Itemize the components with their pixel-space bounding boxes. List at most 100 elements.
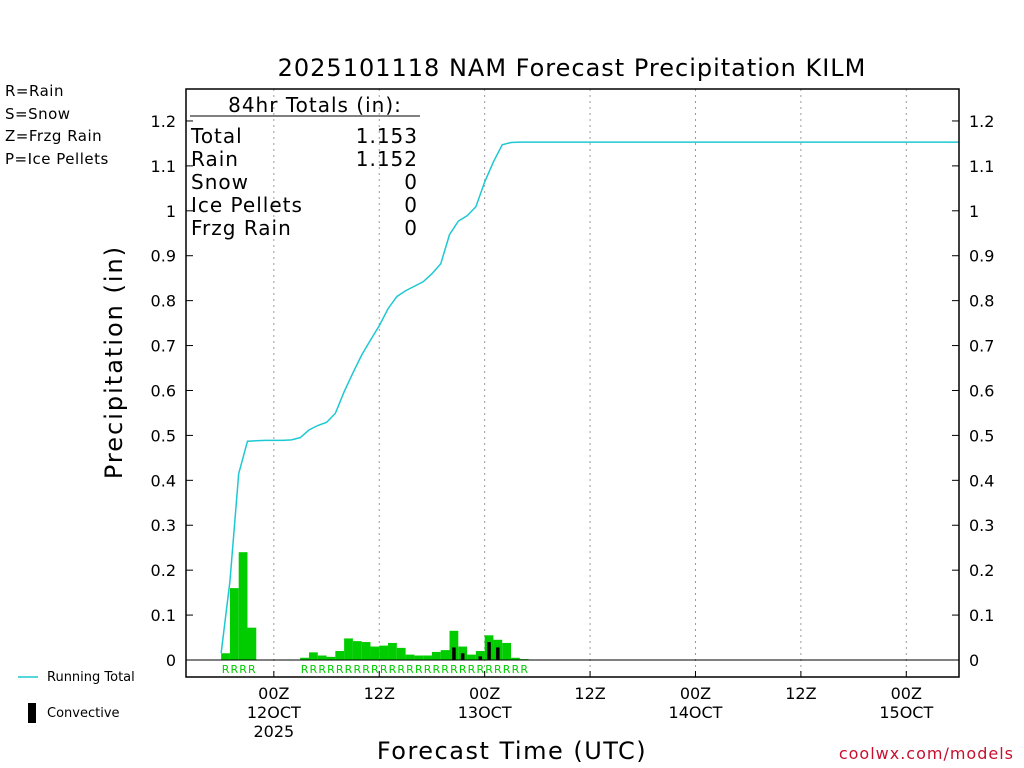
convective-bar-2 [478,656,483,660]
totals-label-0: Total [190,124,243,148]
rain-bar-22 [458,646,468,660]
ptype-mark-1: R [230,663,238,676]
x-tick-label-6-1: 15OCT [879,703,933,722]
y-tick-label-left-2: 0.2 [151,561,176,580]
x-tick-label-4-0: 00Z [680,684,711,703]
x-tick-label-0-2: 2025 [253,722,294,741]
ptype-mark-13: R [380,663,388,676]
ptype-mark-9: R [345,663,353,676]
legend-snow: S=Snow [5,105,71,123]
convective-bar-3 [487,642,491,660]
y-tick-label-left-1: 0.1 [151,606,176,625]
rain-bar-1 [229,588,239,660]
ptype-mark-12: R [371,663,379,676]
rain-bar-8 [335,651,345,660]
legend-running-total-label: Running Total [47,670,135,685]
plot-frame [185,88,960,678]
ptype-mark-21: R [450,663,458,676]
ptype-mark-16: R [406,663,414,676]
ptype-mark-27: R [503,663,511,676]
totals-label-4: Frzg Rain [191,216,292,240]
rain-bar-9 [344,638,353,660]
y-tick-label-right-6: 0.6 [969,381,994,400]
totals-value-0: 1.153 [356,124,418,148]
y-tick-label-left-7: 0.7 [151,337,176,356]
x-tick-label-2-1: 13OCT [458,703,512,722]
totals-label-3: Ice Pellets [191,193,303,217]
y-tick-label-right-0: 0 [969,651,979,670]
ptype-mark-10: R [353,663,361,676]
x-tick-label-5-0: 12Z [785,684,816,703]
bars [186,552,959,661]
ptype-mark-23: R [468,663,476,676]
x-tick-label-0-1: 12OCT [247,703,301,722]
ptype-mark-15: R [397,663,405,676]
ptype-mark-19: R [433,663,441,676]
y-tick-label-right-12: 1.2 [969,112,994,131]
rain-bar-3 [247,627,257,660]
legend-freezing-rain: Z=Frzg Rain [5,127,103,145]
rain-bar-2 [238,552,248,660]
y-tick-label-right-3: 0.3 [969,516,994,535]
x-tick-label-6-0: 00Z [891,684,922,703]
rain-bar-27 [502,642,512,660]
ptype-mark-2: R [239,663,247,676]
x-tick-label-4-1: 14OCT [669,703,723,722]
running-total-line [220,141,959,654]
ptype-mark-7: R [327,663,335,676]
totals-value-4: 0 [404,216,418,240]
rain-bar-6 [317,655,327,660]
rain-bar-12 [370,646,380,660]
rain-bar-18 [423,655,432,660]
y-tick-label-left-9: 0.9 [151,247,176,266]
rain-bar-4 [300,657,309,660]
rain-bar-7 [326,656,336,660]
y-tick-label-right-8: 0.8 [969,292,994,311]
rain-bar-21 [449,630,459,660]
rain-bar-0 [221,653,230,660]
rain-bar-13 [379,645,389,660]
totals-label-2: Snow [191,170,249,194]
y-tick-label-left-5: 0.5 [151,426,176,445]
ptype-mark-26: R [494,663,502,676]
rain-bar-10 [352,641,362,660]
rain-bar-15 [396,647,406,660]
x-tick-label-1-0: 12Z [364,684,395,703]
ptype-mark-22: R [459,663,467,676]
y-tick-label-left-8: 0.8 [151,292,176,311]
ptype-mark-6: R [318,663,326,676]
totals-value-2: 0 [404,170,418,194]
chart-title: 2025101118 NAM Forecast Precipitation KI… [278,54,867,82]
y-tick-label-left-0: 0 [166,651,176,670]
convective-bar-0 [452,647,456,660]
totals-heading: 84hr Totals (in): [228,93,402,117]
grid-lines [273,89,907,677]
y-tick-label-right-11: 1.1 [969,157,994,176]
totals-label-1: Rain [191,147,239,171]
y-tick-label-right-2: 0.2 [969,561,994,580]
y-tick-label-right-7: 0.7 [969,337,994,356]
y-tick-label-left-10: 1 [166,202,176,221]
rain-bar-23 [467,654,476,660]
ptype-mark-5: R [310,663,318,676]
ptype-mark-25: R [485,663,493,676]
y-tick-label-left-11: 1.1 [151,157,176,176]
ptype-mark-3: R [248,663,256,676]
legend-convective-label: Convective [47,706,120,721]
convective-bar-4 [496,647,500,660]
running-total-series [220,141,959,654]
ptype-mark-20: R [441,663,449,676]
ptype-mark-11: R [362,663,370,676]
convective-bar-1 [460,653,465,660]
rain-bar-19 [431,651,441,660]
ptype-mark-14: R [389,663,397,676]
y-tick-label-right-1: 0.1 [969,606,994,625]
rain-bar-20 [440,650,450,660]
legend-convective-swatch [28,703,36,723]
axes: 0 00.1 0.10.2 0.20.3 0.30.4 0.40.5 0.50.6 0.60.… [151,88,994,741]
y-tick-label-right-5: 0.5 [969,426,994,445]
y-tick-label-left-3: 0.3 [151,516,176,535]
rain-bar-5 [308,652,318,660]
